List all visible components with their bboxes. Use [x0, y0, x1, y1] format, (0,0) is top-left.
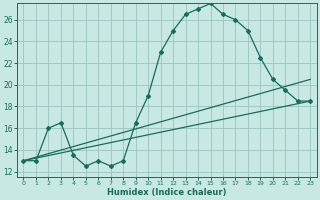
- X-axis label: Humidex (Indice chaleur): Humidex (Indice chaleur): [107, 188, 227, 197]
